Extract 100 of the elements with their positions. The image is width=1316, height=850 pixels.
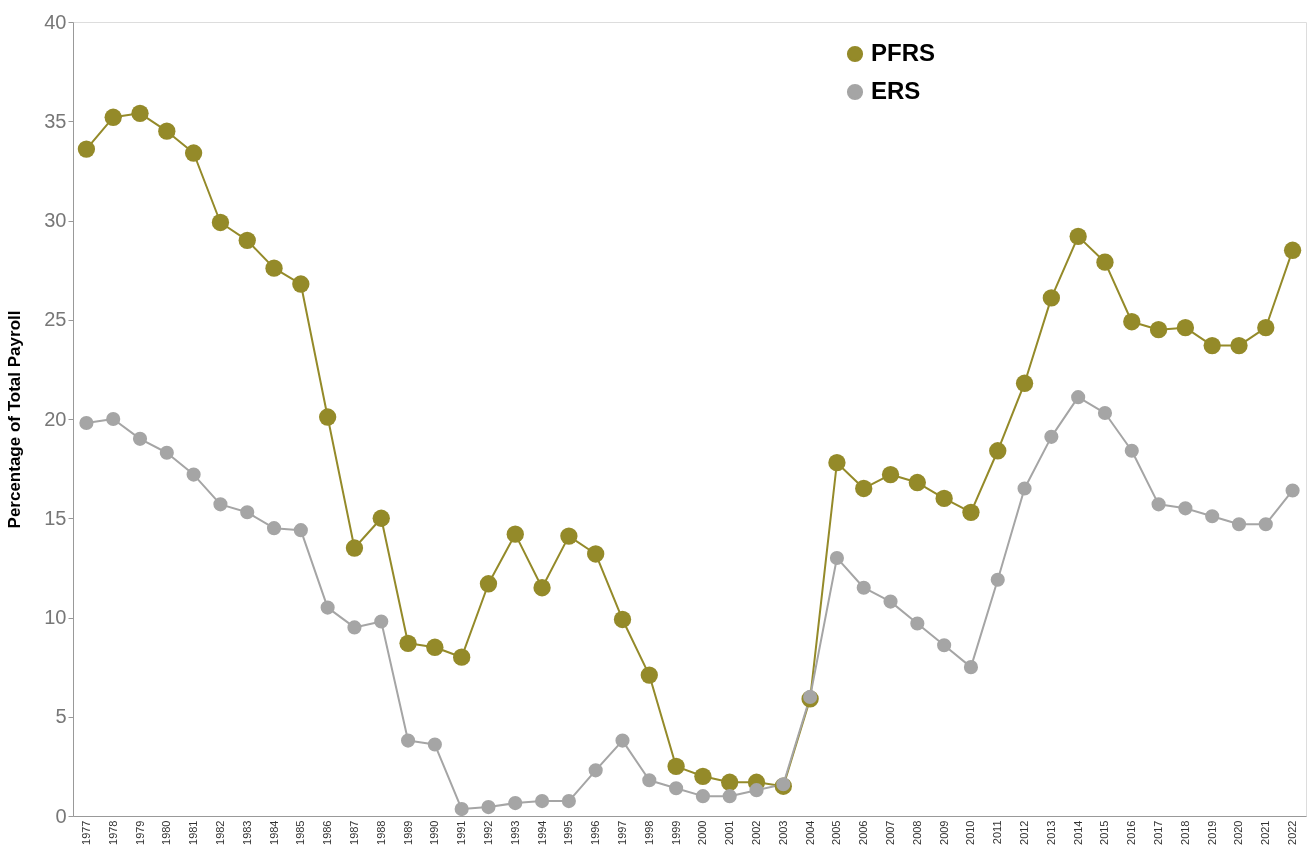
point bbox=[320, 600, 335, 615]
point bbox=[372, 509, 390, 527]
x-tick-label: 1997 bbox=[615, 820, 628, 845]
x-tick-label: 2003 bbox=[776, 820, 789, 845]
point bbox=[508, 796, 523, 811]
x-tick-label: 2018 bbox=[1178, 820, 1191, 845]
point bbox=[640, 666, 658, 684]
point bbox=[131, 104, 149, 122]
point bbox=[829, 550, 844, 566]
x-tick-label: 2013 bbox=[1044, 820, 1057, 845]
point bbox=[667, 757, 685, 776]
point bbox=[694, 767, 712, 785]
point bbox=[1044, 429, 1059, 444]
y-tick-label: 30 bbox=[44, 209, 67, 231]
point bbox=[506, 525, 524, 543]
point bbox=[749, 783, 764, 798]
y-tick-label: 35 bbox=[44, 109, 67, 132]
legend-label: PFRS bbox=[871, 39, 936, 66]
y-tick-label: 25 bbox=[44, 308, 67, 331]
point bbox=[856, 580, 871, 595]
point bbox=[1231, 517, 1247, 532]
x-tick-label: 2004 bbox=[803, 820, 816, 845]
point bbox=[132, 431, 148, 446]
point bbox=[77, 140, 96, 158]
point bbox=[615, 733, 630, 748]
x-tick-label: 2020 bbox=[1232, 820, 1245, 845]
point bbox=[561, 794, 576, 809]
point bbox=[1096, 253, 1114, 271]
point bbox=[318, 408, 337, 426]
point bbox=[855, 479, 873, 498]
point bbox=[265, 259, 283, 277]
point bbox=[213, 497, 228, 512]
point bbox=[159, 445, 174, 460]
point bbox=[347, 620, 362, 635]
point bbox=[1017, 481, 1032, 496]
point bbox=[1123, 313, 1141, 331]
x-tick-label: 2007 bbox=[884, 820, 897, 845]
y-tick-label: 20 bbox=[44, 407, 67, 430]
point bbox=[1285, 483, 1300, 498]
x-tick-label: 2015 bbox=[1098, 820, 1111, 845]
x-tick-label: 2011 bbox=[991, 820, 1004, 845]
x-tick-label: 1981 bbox=[187, 820, 200, 845]
x-tick-label: 1982 bbox=[213, 820, 226, 845]
point bbox=[1071, 390, 1086, 405]
point bbox=[1176, 319, 1195, 337]
point bbox=[79, 415, 94, 431]
point bbox=[399, 634, 417, 652]
x-tick-label: 2010 bbox=[964, 820, 977, 845]
point bbox=[1257, 319, 1275, 337]
x-tick-label: 2006 bbox=[857, 820, 870, 845]
point bbox=[293, 523, 308, 538]
point bbox=[1203, 336, 1221, 355]
x-tick-label: 1992 bbox=[481, 820, 494, 845]
point bbox=[828, 454, 846, 472]
x-tick-label: 1984 bbox=[267, 820, 280, 845]
point bbox=[588, 763, 603, 778]
point bbox=[211, 213, 230, 232]
x-tick-label: 1991 bbox=[455, 820, 468, 845]
x-tick-label: 1990 bbox=[428, 820, 441, 845]
point bbox=[479, 575, 498, 593]
point bbox=[481, 800, 496, 815]
point bbox=[935, 489, 953, 508]
x-tick-label: 1980 bbox=[160, 820, 173, 845]
x-tick-label: 2014 bbox=[1071, 820, 1084, 845]
x-tick-label: 2022 bbox=[1286, 820, 1299, 845]
point bbox=[1283, 241, 1302, 259]
x-tick-label: 1977 bbox=[79, 820, 92, 845]
point bbox=[400, 733, 416, 748]
x-tick-label: 1985 bbox=[294, 820, 307, 845]
point bbox=[990, 572, 1005, 587]
legend-label: ERS bbox=[871, 77, 921, 104]
point bbox=[533, 579, 551, 597]
x-tick-label: 2021 bbox=[1259, 820, 1272, 845]
point bbox=[266, 521, 282, 536]
point bbox=[1124, 443, 1139, 458]
point bbox=[669, 781, 684, 796]
point bbox=[883, 594, 898, 609]
point bbox=[427, 737, 442, 752]
point bbox=[1097, 405, 1113, 421]
point bbox=[1230, 336, 1248, 355]
y-tick-label: 15 bbox=[44, 506, 67, 529]
point bbox=[1069, 227, 1087, 246]
x-tick-label: 1978 bbox=[106, 820, 119, 845]
x-tick-label: 2001 bbox=[723, 820, 736, 845]
point bbox=[881, 465, 900, 484]
x-tick-label: 2017 bbox=[1152, 820, 1165, 845]
x-tick-label: 2005 bbox=[830, 820, 843, 845]
point bbox=[453, 648, 471, 666]
point bbox=[695, 789, 710, 804]
point bbox=[937, 638, 952, 653]
point bbox=[963, 660, 979, 675]
x-tick-label: 1996 bbox=[589, 820, 602, 845]
point bbox=[721, 773, 739, 791]
x-tick-label: 2002 bbox=[750, 820, 763, 845]
point bbox=[426, 638, 444, 656]
point bbox=[1258, 517, 1273, 532]
point bbox=[238, 231, 256, 249]
x-tick-label: 1993 bbox=[508, 820, 521, 845]
x-tick-label: 1998 bbox=[642, 820, 655, 845]
point bbox=[240, 505, 255, 520]
